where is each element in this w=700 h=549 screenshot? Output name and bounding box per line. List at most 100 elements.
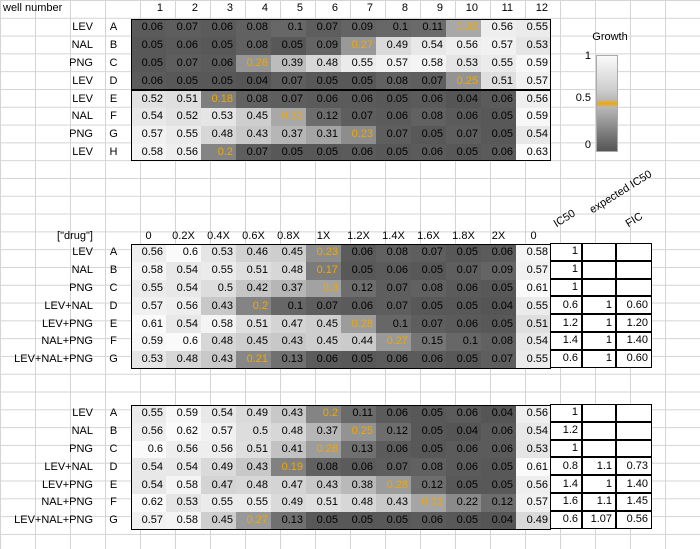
data-cell[interactable]: 0.06 <box>131 19 166 37</box>
data-cell[interactable]: 0.48 <box>341 494 376 512</box>
ic50-cell[interactable]: 0.6 <box>550 296 582 315</box>
expected-ic50-cell[interactable] <box>582 439 616 458</box>
data-cell[interactable]: 0.43 <box>271 405 306 423</box>
data-cell[interactable]: 0.48 <box>306 54 341 73</box>
data-cell[interactable]: 0.43 <box>271 333 306 351</box>
data-cell[interactable]: 0.18 <box>201 90 236 108</box>
data-cell[interactable]: 0.09 <box>306 36 341 55</box>
data-cell[interactable]: 0.05 <box>446 511 481 530</box>
data-cell[interactable]: 0.05 <box>131 36 166 55</box>
data-cell[interactable]: 0.6 <box>131 440 166 459</box>
data-cell[interactable]: 0.2 <box>201 143 236 162</box>
data-cell[interactable]: 0.06 <box>411 350 446 369</box>
data-cell[interactable]: 0.1 <box>446 333 481 351</box>
data-cell[interactable]: 0.47 <box>271 476 306 494</box>
data-cell[interactable]: 0.05 <box>341 261 376 280</box>
data-cell[interactable]: 0.06 <box>131 72 166 91</box>
ic50-cell[interactable]: 1.2 <box>550 314 582 332</box>
data-cell[interactable]: 0.51 <box>306 494 341 512</box>
data-cell[interactable]: 0.57 <box>131 511 166 530</box>
data-cell[interactable]: 0.13 <box>341 440 376 459</box>
ic50-cell[interactable]: 1.4 <box>550 332 582 350</box>
data-cell[interactable]: 0.06 <box>376 108 411 126</box>
data-cell[interactable]: 0.13 <box>271 350 306 369</box>
data-cell[interactable]: 0.57 <box>516 261 551 280</box>
data-cell[interactable]: 0.07 <box>376 458 411 477</box>
data-cell[interactable]: 0.54 <box>516 422 551 441</box>
data-cell[interactable]: 0.05 <box>481 125 516 144</box>
ic50-cell[interactable]: 0.6 <box>550 510 582 529</box>
row-letter[interactable]: A <box>109 246 118 259</box>
data-cell[interactable]: 0.04 <box>481 297 516 316</box>
data-cell[interactable]: 0.45 <box>201 511 236 530</box>
data-cell[interactable]: 0.51 <box>236 315 271 333</box>
data-cell[interactable]: 0.05 <box>481 458 516 477</box>
data-cell[interactable]: 0.58 <box>516 244 551 262</box>
data-cell[interactable]: 0.37 <box>306 422 341 441</box>
row-letter[interactable]: D <box>109 460 118 473</box>
data-cell[interactable]: 0.56 <box>166 143 201 162</box>
data-cell[interactable]: 0.45 <box>236 108 271 126</box>
row-letter[interactable]: G <box>109 514 118 527</box>
data-cell[interactable]: 0.05 <box>306 511 341 530</box>
data-cell[interactable]: 0.06 <box>341 143 376 162</box>
data-cell[interactable]: 0.55 <box>166 125 201 144</box>
data-cell[interactable]: 0.54 <box>516 125 551 144</box>
row-letter[interactable]: F <box>110 335 117 348</box>
data-cell[interactable]: 0.55 <box>341 54 376 73</box>
data-cell[interactable]: 0.11 <box>411 19 446 37</box>
data-cell[interactable]: 0.6 <box>166 333 201 351</box>
data-cell[interactable]: 0.05 <box>411 440 446 459</box>
fic-cell[interactable]: 0.56 <box>616 510 652 529</box>
data-cell[interactable]: 0.06 <box>306 350 341 369</box>
row-letter[interactable]: B <box>109 425 118 438</box>
data-cell[interactable]: 0.47 <box>271 315 306 333</box>
data-cell[interactable]: 0.54 <box>131 108 166 126</box>
data-cell[interactable]: 0.07 <box>271 90 306 108</box>
data-cell[interactable]: 0.43 <box>236 458 271 477</box>
drug-label[interactable]: LEV <box>72 92 93 105</box>
data-cell[interactable]: 0.07 <box>166 54 201 73</box>
data-cell[interactable]: 0.05 <box>446 297 481 316</box>
row-letter[interactable]: G <box>109 128 118 141</box>
data-cell[interactable]: 0.59 <box>166 405 201 423</box>
data-cell[interactable]: 0.12 <box>306 108 341 126</box>
data-cell[interactable]: 0.48 <box>236 476 271 494</box>
data-cell[interactable]: 0.62 <box>166 422 201 441</box>
row-letter[interactable]: C <box>109 442 118 455</box>
data-cell[interactable]: 0.57 <box>516 494 551 512</box>
data-cell[interactable]: 0.07 <box>446 261 481 280</box>
data-cell[interactable]: 0.58 <box>166 511 201 530</box>
data-cell[interactable]: 0.07 <box>376 297 411 316</box>
drug-label[interactable]: NAL <box>71 264 93 277</box>
data-cell[interactable]: 0.07 <box>411 72 446 91</box>
data-cell[interactable]: 0.56 <box>446 36 481 55</box>
expected-ic50-cell[interactable] <box>582 278 616 297</box>
data-cell[interactable]: 0.52 <box>131 90 166 108</box>
data-cell[interactable]: 0.06 <box>481 90 516 108</box>
data-cell[interactable]: 0.12 <box>341 279 376 298</box>
data-cell[interactable]: 0.08 <box>376 72 411 91</box>
data-cell[interactable]: 0.37 <box>271 279 306 298</box>
expected-ic50-cell[interactable]: 1 <box>582 332 616 350</box>
data-cell[interactable]: 0.06 <box>376 405 411 423</box>
data-cell[interactable]: 0.05 <box>376 143 411 162</box>
data-cell[interactable]: 0.55 <box>201 494 236 512</box>
data-cell[interactable]: 0.07 <box>306 297 341 316</box>
data-cell[interactable]: 0.09 <box>341 19 376 37</box>
data-cell[interactable]: 0.61 <box>516 458 551 477</box>
row-letter[interactable]: A <box>109 407 118 420</box>
data-cell[interactable]: 0.04 <box>236 72 271 91</box>
row-letter[interactable]: E <box>109 478 118 491</box>
data-cell[interactable]: 0.49 <box>236 405 271 423</box>
data-cell[interactable]: 0.08 <box>306 458 341 477</box>
drug-label[interactable]: NAL <box>71 110 93 123</box>
row-letter[interactable]: A <box>109 21 118 34</box>
data-cell[interactable]: 0.54 <box>516 333 551 351</box>
data-cell[interactable]: 0.41 <box>271 440 306 459</box>
data-cell[interactable]: 0.54 <box>166 315 201 333</box>
data-cell[interactable]: 0.54 <box>166 261 201 280</box>
data-cell[interactable]: 0.48 <box>271 422 306 441</box>
data-cell[interactable]: 0.05 <box>376 90 411 108</box>
data-cell[interactable]: 0.06 <box>481 143 516 162</box>
